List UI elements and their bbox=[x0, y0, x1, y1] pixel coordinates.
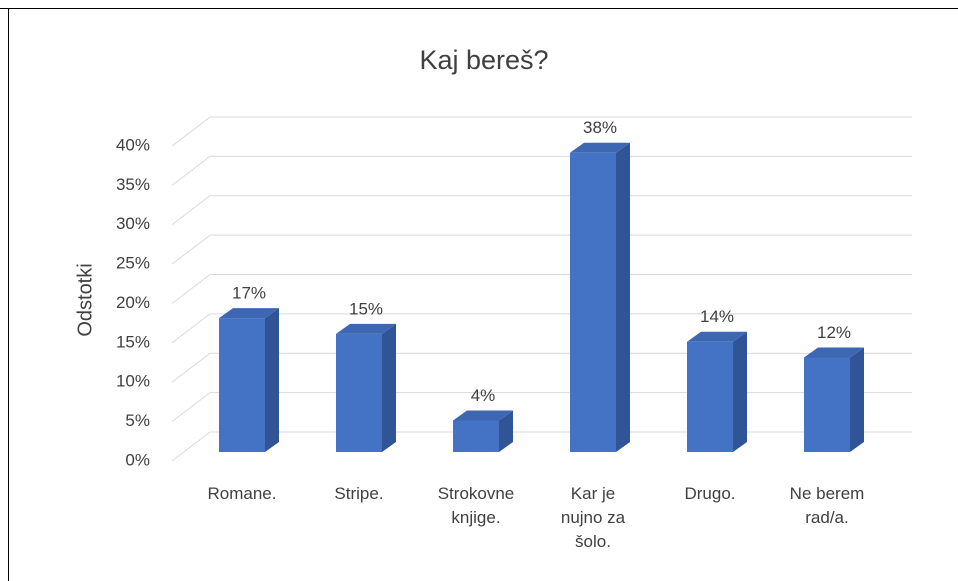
y-tick-label: 40% bbox=[116, 135, 150, 154]
grid-line bbox=[171, 155, 912, 186]
grid-line bbox=[171, 234, 912, 265]
bar-top bbox=[453, 410, 513, 421]
bar-top bbox=[570, 142, 630, 153]
y-tick-label: 35% bbox=[116, 175, 150, 194]
y-tick-label: 0% bbox=[125, 450, 150, 469]
bar bbox=[453, 420, 499, 452]
x-tick-label: Ne berem rad/a. bbox=[789, 484, 865, 527]
y-axis-label: Odstotki bbox=[74, 263, 96, 336]
y-tick-label: 20% bbox=[116, 293, 150, 312]
y-tick-label: 5% bbox=[125, 411, 150, 430]
grid-line bbox=[171, 313, 912, 344]
data-label: 12% bbox=[817, 323, 851, 342]
x-tick-label: Romane. bbox=[207, 484, 277, 503]
bar bbox=[336, 333, 382, 452]
bar bbox=[687, 341, 733, 452]
bar-top bbox=[219, 308, 279, 319]
bar bbox=[804, 357, 850, 452]
grid-line bbox=[171, 431, 912, 462]
y-tick-label: 15% bbox=[116, 332, 150, 351]
data-label: 4% bbox=[471, 386, 496, 405]
data-label: 14% bbox=[700, 307, 734, 326]
bar bbox=[570, 152, 616, 452]
x-tick-label: Strokovne knjige. bbox=[437, 484, 515, 527]
bar-side bbox=[850, 347, 864, 452]
chart-title: Kaj bereš? bbox=[419, 45, 548, 75]
data-label: 17% bbox=[232, 284, 266, 303]
x-tick-label: Stripe. bbox=[334, 484, 384, 503]
y-tick-label: 10% bbox=[116, 372, 150, 391]
data-label: 38% bbox=[583, 118, 617, 137]
grid-line bbox=[171, 274, 912, 304]
grid-line bbox=[171, 392, 912, 423]
x-tick-label: Kar je nujno za šolo. bbox=[560, 484, 626, 551]
y-tick-label: 30% bbox=[116, 214, 150, 233]
bar-top bbox=[336, 323, 396, 334]
bar-side bbox=[382, 323, 396, 452]
bar-side bbox=[733, 331, 747, 452]
grid-line bbox=[171, 116, 912, 147]
data-label: 15% bbox=[349, 299, 383, 318]
y-tick-label: 25% bbox=[116, 254, 150, 273]
bar-top bbox=[804, 347, 864, 358]
grid-line bbox=[171, 195, 912, 226]
bar-side bbox=[616, 142, 630, 452]
x-tick-label: Drugo. bbox=[684, 484, 736, 503]
grid-line bbox=[171, 352, 912, 383]
bar-side bbox=[499, 410, 513, 452]
bar bbox=[219, 318, 265, 452]
bar-side bbox=[265, 308, 279, 452]
bar-top bbox=[687, 331, 747, 342]
